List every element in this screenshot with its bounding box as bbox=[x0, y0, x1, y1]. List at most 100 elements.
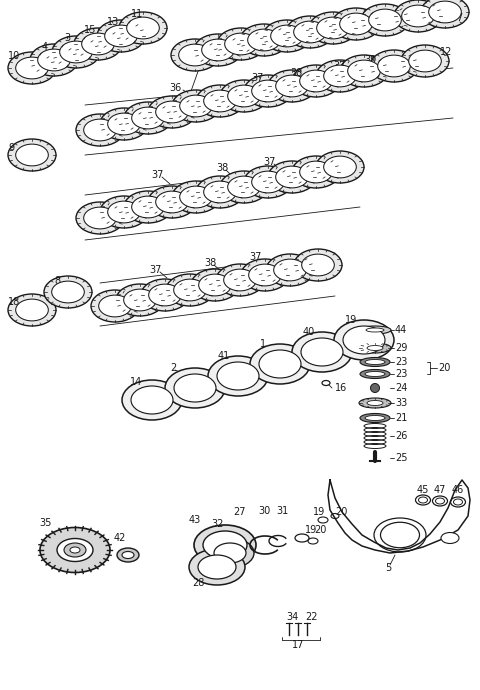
Text: 40: 40 bbox=[303, 327, 315, 337]
Ellipse shape bbox=[74, 28, 122, 60]
Ellipse shape bbox=[84, 207, 116, 229]
Ellipse shape bbox=[421, 0, 469, 28]
Ellipse shape bbox=[172, 181, 220, 213]
Text: 9: 9 bbox=[8, 143, 14, 153]
Text: 13: 13 bbox=[107, 17, 119, 27]
Ellipse shape bbox=[240, 24, 288, 56]
Text: 7: 7 bbox=[456, 13, 462, 23]
Text: 43: 43 bbox=[189, 515, 201, 525]
Ellipse shape bbox=[156, 191, 188, 213]
Ellipse shape bbox=[324, 65, 356, 87]
Ellipse shape bbox=[198, 555, 236, 579]
Text: 6: 6 bbox=[187, 93, 193, 103]
Ellipse shape bbox=[228, 176, 260, 198]
Ellipse shape bbox=[206, 538, 254, 568]
Ellipse shape bbox=[127, 17, 159, 39]
Ellipse shape bbox=[76, 202, 124, 234]
Text: 37: 37 bbox=[264, 157, 276, 167]
Ellipse shape bbox=[294, 249, 342, 281]
Ellipse shape bbox=[224, 269, 256, 291]
Ellipse shape bbox=[359, 326, 391, 334]
Ellipse shape bbox=[105, 25, 137, 47]
Text: 25: 25 bbox=[395, 453, 408, 463]
Ellipse shape bbox=[300, 161, 332, 183]
Ellipse shape bbox=[343, 326, 385, 354]
Ellipse shape bbox=[82, 33, 114, 55]
Ellipse shape bbox=[361, 4, 409, 36]
Ellipse shape bbox=[300, 70, 332, 92]
Ellipse shape bbox=[244, 166, 292, 198]
Ellipse shape bbox=[294, 21, 326, 43]
Ellipse shape bbox=[359, 398, 391, 408]
Text: 23: 23 bbox=[395, 369, 408, 379]
Ellipse shape bbox=[196, 176, 244, 208]
Text: 37: 37 bbox=[334, 61, 346, 71]
Ellipse shape bbox=[367, 346, 383, 351]
Text: 20: 20 bbox=[335, 507, 348, 517]
Ellipse shape bbox=[360, 357, 390, 366]
Ellipse shape bbox=[208, 356, 268, 396]
Ellipse shape bbox=[8, 52, 56, 84]
Ellipse shape bbox=[214, 543, 246, 563]
Text: 23: 23 bbox=[395, 357, 408, 367]
Ellipse shape bbox=[122, 380, 182, 420]
Ellipse shape bbox=[37, 49, 70, 71]
Text: 18: 18 bbox=[8, 297, 20, 307]
Text: 27: 27 bbox=[234, 507, 246, 517]
Ellipse shape bbox=[174, 279, 206, 301]
Ellipse shape bbox=[225, 33, 257, 55]
Text: 41: 41 bbox=[218, 351, 230, 361]
Text: 12: 12 bbox=[440, 47, 452, 57]
Text: 45: 45 bbox=[417, 485, 429, 495]
Ellipse shape bbox=[244, 75, 292, 107]
Ellipse shape bbox=[148, 186, 196, 218]
Text: 35: 35 bbox=[40, 518, 52, 528]
Ellipse shape bbox=[194, 34, 242, 66]
Ellipse shape bbox=[316, 60, 364, 92]
Ellipse shape bbox=[40, 527, 110, 573]
Ellipse shape bbox=[217, 28, 265, 60]
Text: 37: 37 bbox=[152, 170, 164, 180]
Ellipse shape bbox=[292, 156, 340, 188]
Text: 24: 24 bbox=[395, 383, 408, 393]
Text: 37: 37 bbox=[249, 252, 261, 262]
Text: 20: 20 bbox=[438, 363, 450, 373]
Text: 14: 14 bbox=[130, 377, 142, 387]
Ellipse shape bbox=[174, 374, 216, 402]
Ellipse shape bbox=[76, 114, 124, 146]
Ellipse shape bbox=[131, 386, 173, 414]
Ellipse shape bbox=[100, 196, 148, 228]
Ellipse shape bbox=[52, 36, 100, 68]
Ellipse shape bbox=[367, 400, 383, 406]
Text: 26: 26 bbox=[395, 431, 408, 441]
Ellipse shape bbox=[250, 344, 310, 384]
Ellipse shape bbox=[286, 16, 334, 48]
Ellipse shape bbox=[108, 113, 140, 135]
Ellipse shape bbox=[108, 201, 140, 223]
Text: 46: 46 bbox=[452, 485, 464, 495]
Text: 20: 20 bbox=[314, 525, 326, 535]
Ellipse shape bbox=[141, 279, 189, 311]
Text: 30: 30 bbox=[258, 506, 270, 516]
Ellipse shape bbox=[408, 50, 441, 72]
Ellipse shape bbox=[16, 144, 48, 166]
Ellipse shape bbox=[196, 85, 244, 117]
Ellipse shape bbox=[259, 350, 301, 378]
Ellipse shape bbox=[252, 80, 284, 102]
Text: 31: 31 bbox=[276, 506, 288, 516]
Ellipse shape bbox=[166, 274, 214, 306]
Text: 22: 22 bbox=[305, 612, 317, 622]
Ellipse shape bbox=[249, 264, 281, 286]
Ellipse shape bbox=[366, 328, 384, 332]
Text: 44: 44 bbox=[395, 325, 407, 335]
Ellipse shape bbox=[302, 254, 334, 276]
Text: 10: 10 bbox=[8, 51, 20, 61]
Text: 19: 19 bbox=[313, 507, 325, 517]
Ellipse shape bbox=[204, 90, 236, 112]
Ellipse shape bbox=[119, 12, 167, 44]
Ellipse shape bbox=[202, 39, 234, 61]
Ellipse shape bbox=[217, 362, 259, 390]
Text: 32: 32 bbox=[212, 519, 224, 529]
Text: 19: 19 bbox=[305, 525, 317, 535]
Text: 47: 47 bbox=[434, 485, 446, 495]
